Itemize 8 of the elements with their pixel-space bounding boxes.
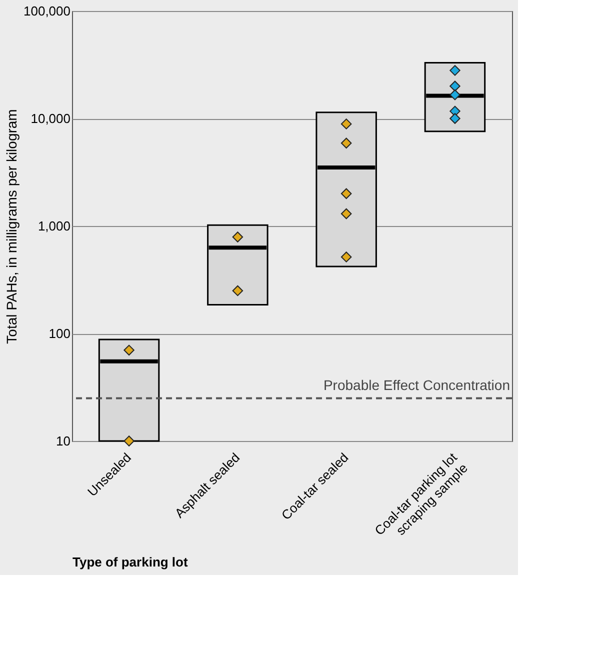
ref-line-label: Probable Effect Concentration — [323, 377, 510, 394]
y-tick-label: 100,000 — [24, 4, 70, 18]
x-axis-title: Type of parking lot — [72, 554, 188, 570]
y-tick-label: 1,000 — [38, 218, 70, 234]
y-tick-label: 100 — [48, 326, 70, 341]
y-tick-label: 10 — [56, 434, 70, 448]
y-tick-label: 10,000 — [30, 111, 70, 126]
y-axis-title: Total PAHs, in milligrams per kilogram — [4, 109, 20, 344]
